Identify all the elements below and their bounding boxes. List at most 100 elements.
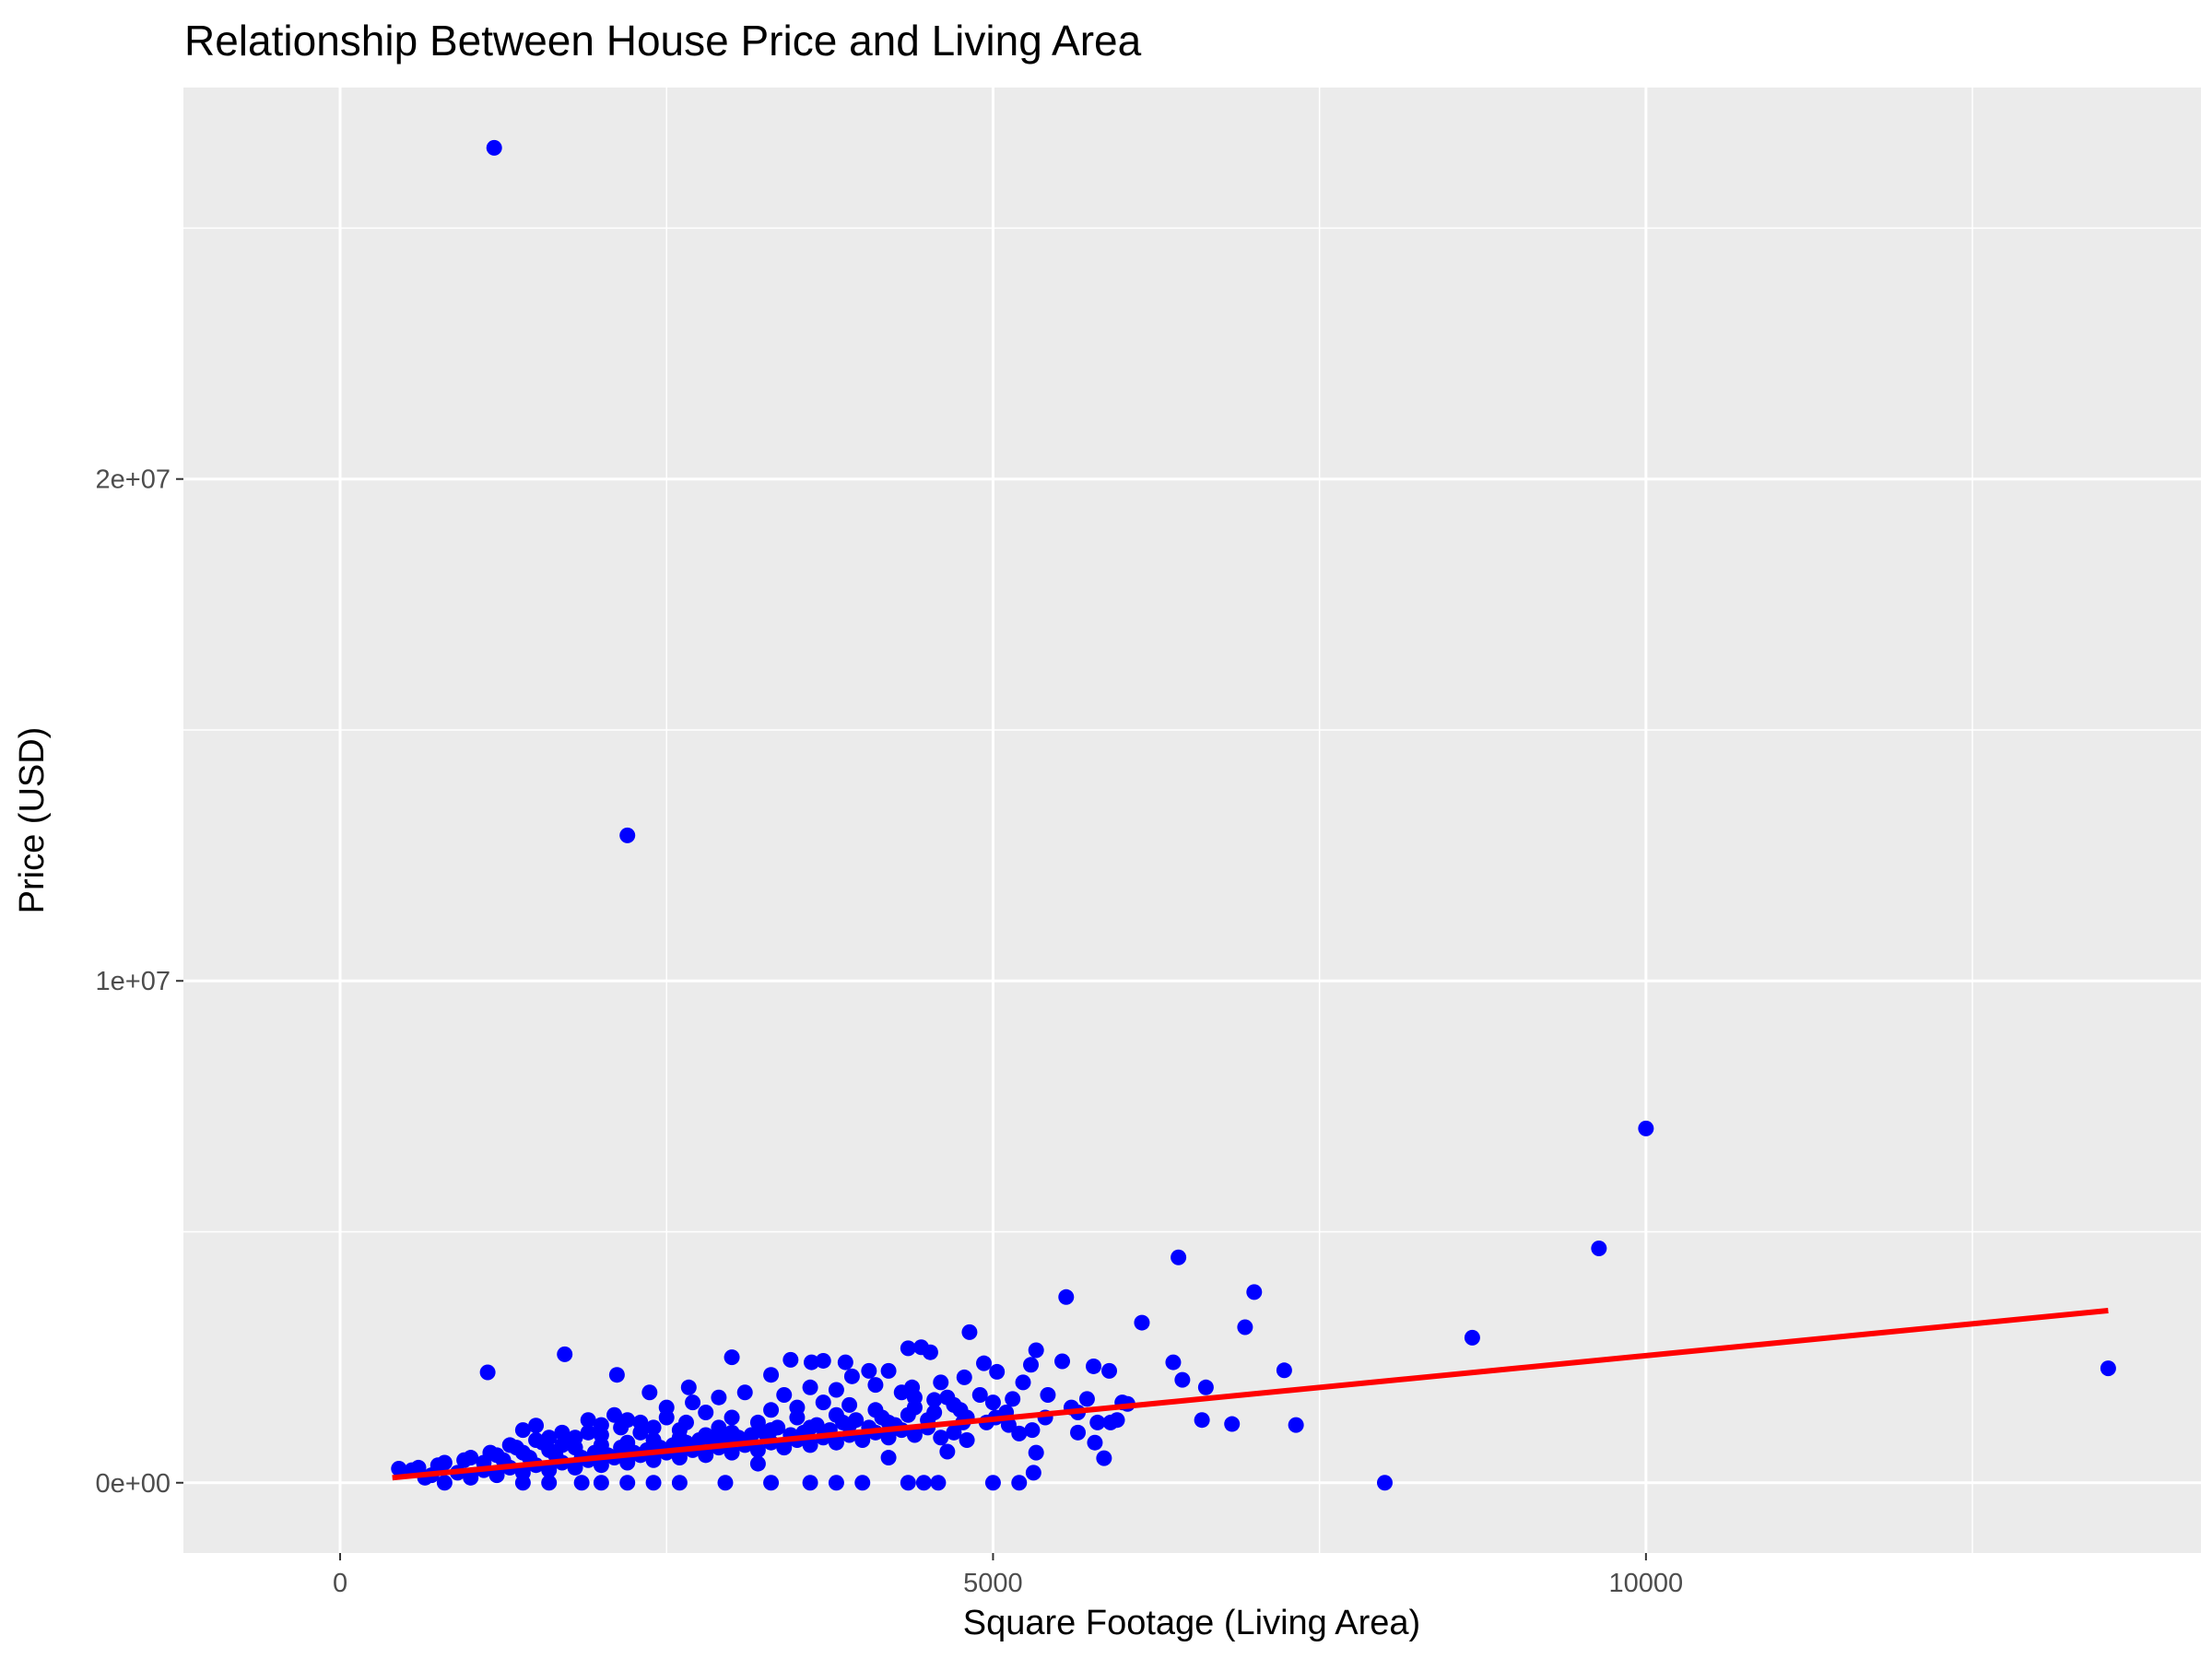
data-point xyxy=(724,1349,740,1366)
trend-line xyxy=(392,1308,2109,1481)
data-point xyxy=(593,1417,609,1433)
data-point xyxy=(874,1409,890,1426)
data-point xyxy=(1197,1379,1214,1395)
data-point xyxy=(514,1465,531,1481)
data-point xyxy=(1194,1412,1210,1429)
data-point xyxy=(632,1424,649,1441)
data-point xyxy=(671,1475,688,1491)
data-point xyxy=(776,1386,793,1403)
data-point xyxy=(1054,1353,1071,1370)
data-point xyxy=(1089,1414,1106,1430)
data-point xyxy=(1096,1450,1112,1466)
data-point xyxy=(763,1475,780,1491)
data-point xyxy=(645,1475,662,1491)
data-point xyxy=(848,1412,865,1429)
data-point xyxy=(711,1389,727,1406)
data-point xyxy=(906,1427,923,1443)
data-point xyxy=(1025,1465,1041,1481)
data-point xyxy=(736,1384,753,1401)
data-point xyxy=(939,1443,956,1460)
data-point xyxy=(619,1412,636,1429)
data-point xyxy=(743,1427,759,1443)
data-point xyxy=(658,1409,675,1426)
data-point xyxy=(698,1405,714,1421)
data-point xyxy=(1165,1354,1182,1371)
data-point xyxy=(763,1402,780,1418)
data-point xyxy=(671,1450,688,1466)
data-point xyxy=(436,1475,453,1491)
data-point xyxy=(837,1354,853,1371)
data-point xyxy=(971,1386,988,1403)
data-point xyxy=(906,1389,923,1406)
data-point xyxy=(1015,1374,1031,1391)
data-point xyxy=(698,1447,714,1464)
data-point xyxy=(926,1405,943,1421)
data-point xyxy=(479,1364,496,1381)
data-point xyxy=(930,1475,947,1491)
data-point xyxy=(834,1414,851,1430)
grid-minor xyxy=(183,88,2201,1553)
data-point xyxy=(770,1419,786,1436)
y-tick-label: 0e+00 xyxy=(96,1469,171,1499)
data-point xyxy=(1224,1416,1241,1432)
data-point xyxy=(802,1437,818,1453)
data-point xyxy=(1591,1240,1607,1256)
data-point xyxy=(1011,1425,1028,1441)
data-point xyxy=(1058,1288,1075,1305)
data-point xyxy=(1087,1434,1103,1451)
data-point xyxy=(1101,1362,1118,1379)
data-point xyxy=(828,1434,844,1451)
y-tick-label: 2e+07 xyxy=(96,465,171,495)
data-point xyxy=(926,1392,943,1408)
data-points xyxy=(391,139,2116,1491)
data-point xyxy=(749,1455,766,1472)
data-point xyxy=(641,1384,658,1401)
data-point xyxy=(680,1379,697,1395)
data-point xyxy=(486,139,502,156)
data-point xyxy=(1174,1371,1191,1388)
data-point xyxy=(763,1367,780,1383)
data-point xyxy=(391,1461,407,1477)
data-point xyxy=(1086,1358,1102,1374)
data-point xyxy=(802,1379,818,1395)
data-point xyxy=(984,1394,1001,1411)
data-point xyxy=(1028,1444,1044,1461)
data-point xyxy=(952,1402,969,1418)
grid-major xyxy=(183,88,2201,1553)
data-point xyxy=(541,1462,558,1478)
data-point xyxy=(1464,1329,1480,1346)
data-point xyxy=(749,1441,766,1458)
data-point xyxy=(802,1475,818,1491)
data-point xyxy=(933,1430,949,1446)
data-point xyxy=(946,1424,962,1441)
data-point xyxy=(1237,1319,1253,1335)
data-point xyxy=(1102,1414,1119,1430)
data-point xyxy=(528,1418,545,1434)
data-point xyxy=(900,1340,916,1357)
y-axis-title: Price (USD) xyxy=(13,727,52,914)
x-tick-label: 10000 xyxy=(1609,1569,1684,1598)
data-point xyxy=(593,1475,609,1491)
data-point xyxy=(1134,1314,1150,1331)
data-point xyxy=(580,1412,596,1429)
data-point xyxy=(557,1346,573,1362)
data-point xyxy=(815,1394,831,1411)
data-point xyxy=(685,1394,701,1411)
data-point xyxy=(1005,1391,1021,1407)
data-point xyxy=(488,1467,505,1484)
data-point xyxy=(1070,1424,1087,1441)
data-point xyxy=(554,1437,571,1453)
data-point xyxy=(1376,1475,1393,1491)
plot-panel xyxy=(183,88,2201,1553)
data-point xyxy=(984,1475,1001,1491)
y-axis: 0e+00 1e+07 2e+07 xyxy=(96,465,183,1499)
data-point xyxy=(880,1430,897,1446)
data-point xyxy=(815,1352,831,1369)
data-point xyxy=(691,1431,708,1448)
data-point xyxy=(1024,1422,1041,1439)
data-point xyxy=(1171,1249,1187,1265)
data-point xyxy=(645,1419,662,1436)
data-point xyxy=(1078,1391,1095,1407)
data-point xyxy=(808,1417,825,1433)
